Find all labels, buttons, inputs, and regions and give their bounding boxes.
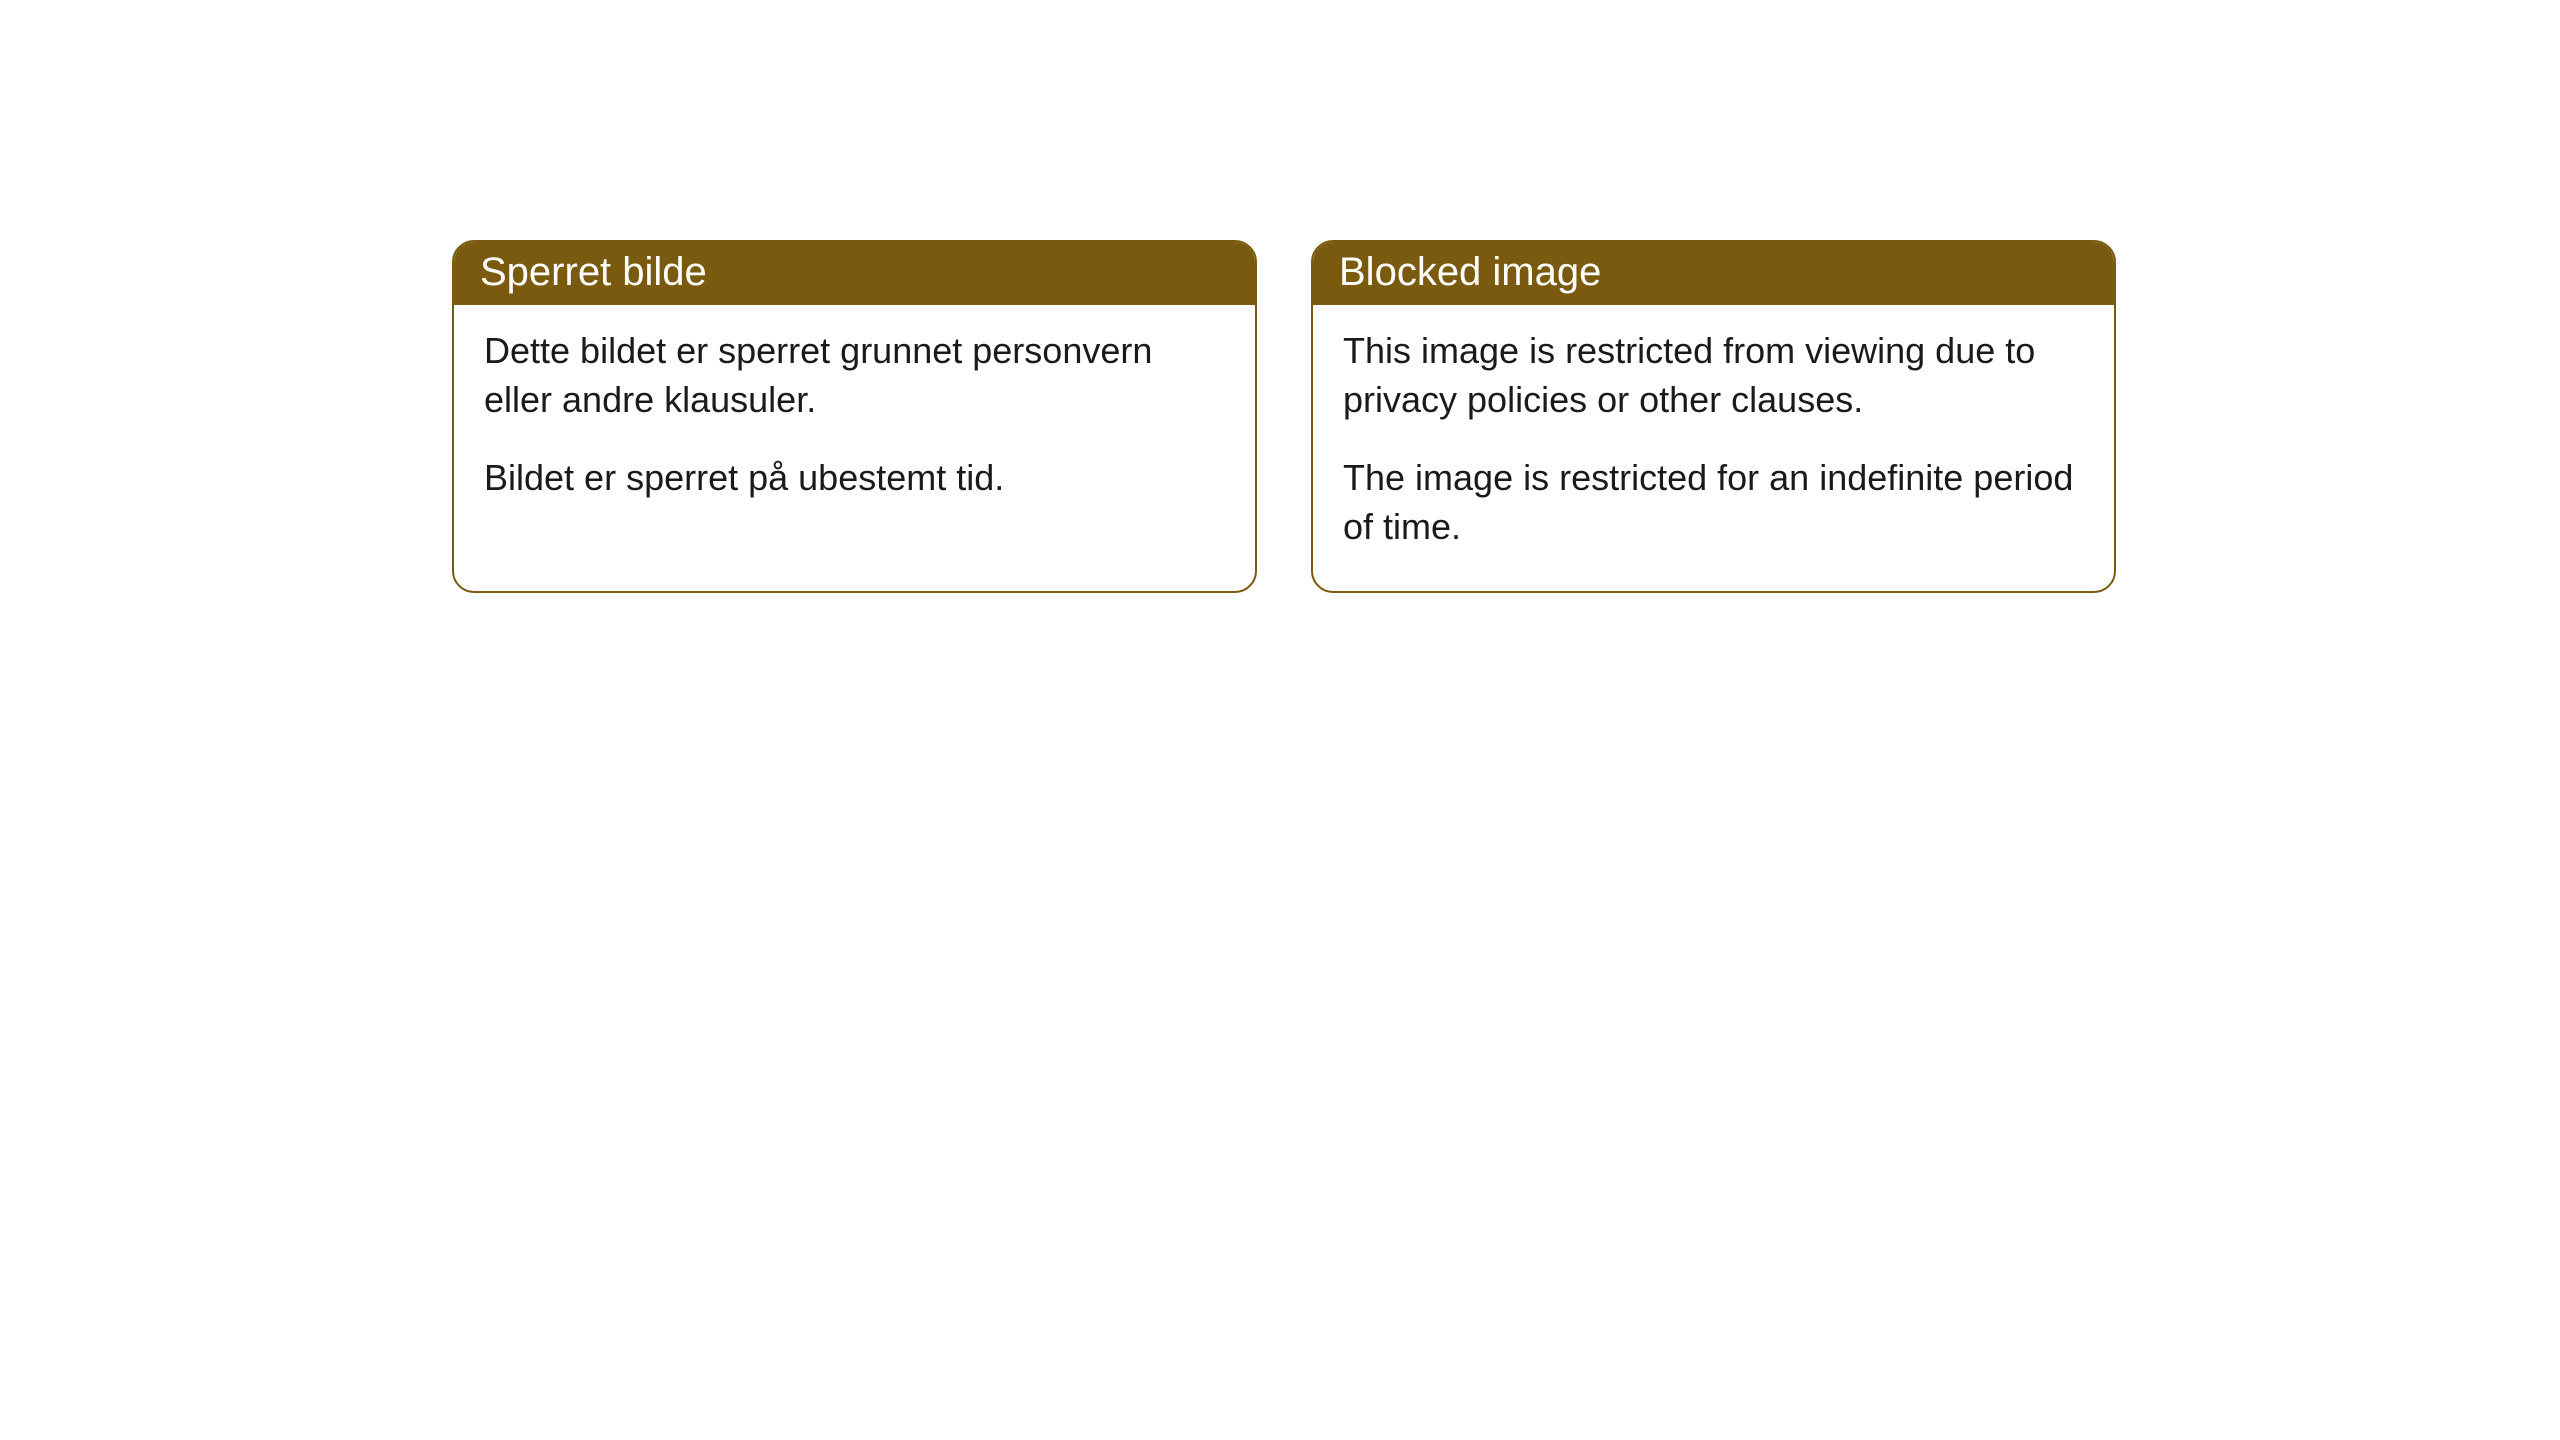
notice-header: Blocked image bbox=[1313, 242, 2114, 305]
notice-card-norwegian: Sperret bilde Dette bildet er sperret gr… bbox=[452, 240, 1257, 593]
notice-paragraph-2: Bildet er sperret på ubestemt tid. bbox=[484, 454, 1225, 503]
notice-body: This image is restricted from viewing du… bbox=[1313, 305, 2114, 591]
notice-paragraph-1: Dette bildet er sperret grunnet personve… bbox=[484, 327, 1225, 424]
notice-paragraph-2: The image is restricted for an indefinit… bbox=[1343, 454, 2084, 551]
notice-body: Dette bildet er sperret grunnet personve… bbox=[454, 305, 1255, 543]
notice-container: Sperret bilde Dette bildet er sperret gr… bbox=[0, 0, 2560, 593]
notice-paragraph-1: This image is restricted from viewing du… bbox=[1343, 327, 2084, 424]
notice-header: Sperret bilde bbox=[454, 242, 1255, 305]
notice-card-english: Blocked image This image is restricted f… bbox=[1311, 240, 2116, 593]
